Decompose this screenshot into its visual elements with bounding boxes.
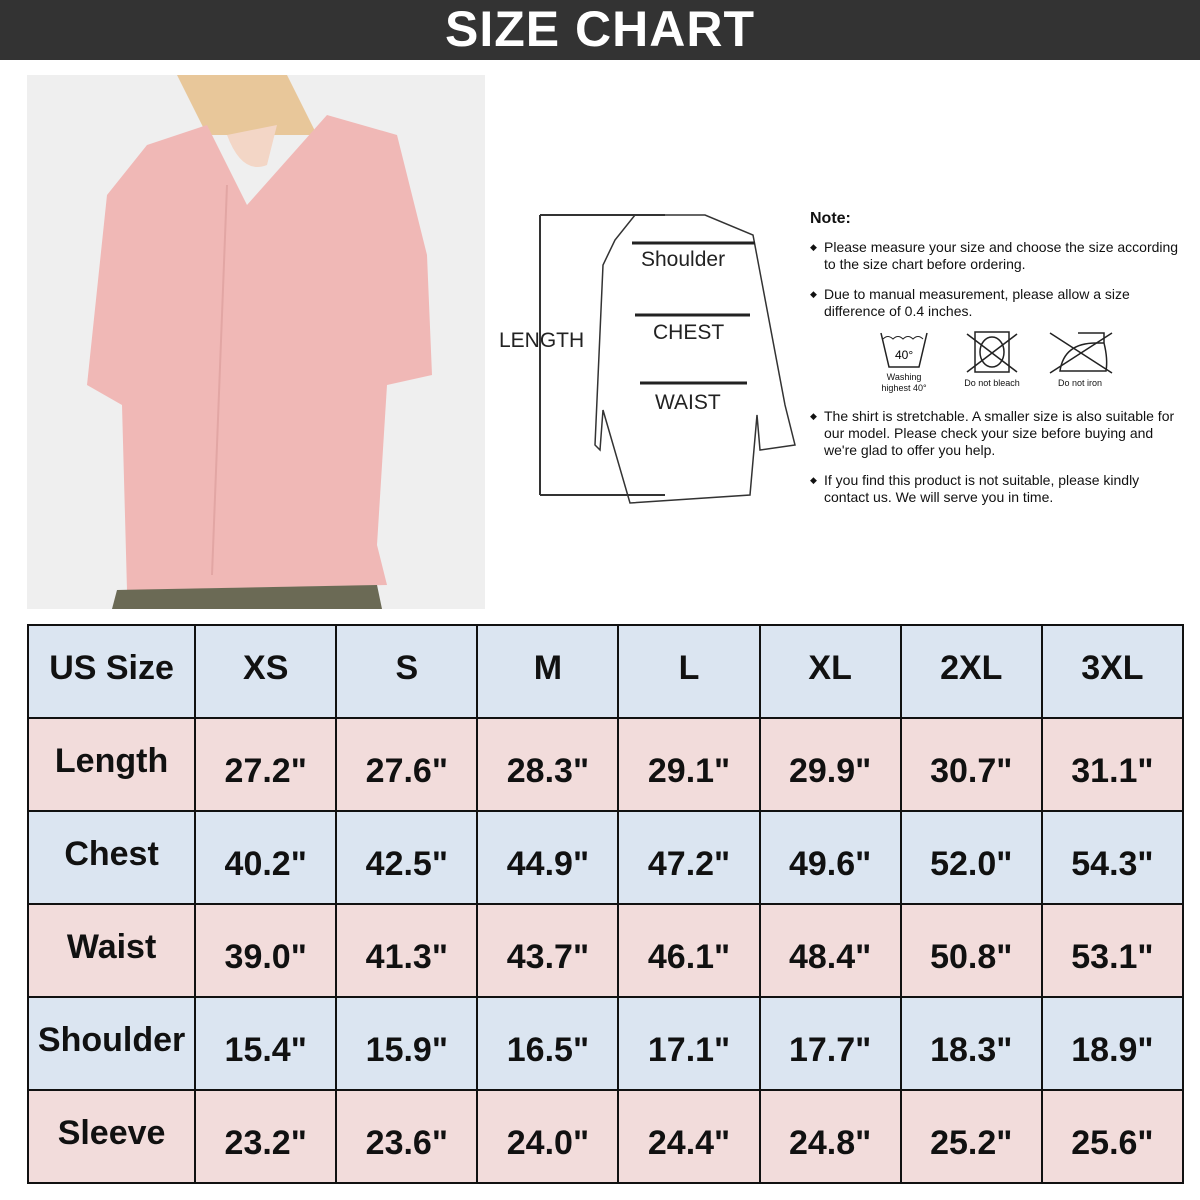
cell-value: 30.7" (899, 717, 1043, 812)
row-label: Shoulder (26, 996, 197, 1091)
cell-value: 16.5" (476, 996, 620, 1091)
cell-value: 39.0" (194, 903, 338, 998)
cell-value: 50.8" (899, 903, 1043, 998)
no-bleach-icon (966, 331, 1018, 373)
table-row: Sleeve 23.2" 23.6" 24.0" 24.4" 24.8" 25.2" 25.6… (26, 1089, 1185, 1184)
chest-label: CHEST (653, 321, 724, 344)
header-cell: XS (194, 624, 338, 719)
cell-value: 24.8" (758, 1089, 902, 1184)
page-title: SIZE CHART (0, 0, 1200, 60)
cell-value: 43.7" (476, 903, 620, 998)
cell-value: 54.3" (1040, 810, 1185, 905)
header-cell: US Size (26, 624, 197, 719)
note-item: The shirt is stretchable. A smaller size… (810, 408, 1180, 459)
cell-value: 29.9" (758, 717, 902, 812)
size-table: US Size XS S M L XL 2XL 3XL Length 27.2" 2… (26, 624, 1185, 1184)
cell-value: 24.4" (617, 1089, 761, 1184)
care-bleach: Do not bleach (960, 329, 1024, 394)
care-label: Washing highest 40° (881, 372, 927, 393)
cell-value: 17.1" (617, 996, 761, 1091)
cell-value: 29.1" (617, 717, 761, 812)
row-label: Waist (26, 903, 197, 998)
note-item: Due to manual measurement, please allow … (810, 286, 1180, 320)
care-iron: Do not iron (1048, 329, 1113, 394)
cell-value: 44.9" (476, 810, 620, 905)
cell-value: 15.9" (335, 996, 479, 1091)
cell-value: 17.7" (758, 996, 902, 1091)
cell-value: 24.0" (476, 1089, 620, 1184)
header-cell: S (335, 624, 479, 719)
care-wash: 40° Washing highest 40° (872, 329, 936, 394)
cell-value: 40.2" (194, 810, 338, 905)
cell-value: 25.2" (899, 1089, 1043, 1184)
row-label: Chest (26, 810, 197, 905)
cell-value: 18.3" (899, 996, 1043, 1091)
cell-value: 15.4" (194, 996, 338, 1091)
note-item: Please measure your size and choose the … (810, 239, 1180, 273)
cell-value: 27.6" (335, 717, 479, 812)
cell-value: 49.6" (758, 810, 902, 905)
header-cell: 2XL (899, 624, 1043, 719)
shoulder-label: Shoulder (641, 248, 725, 271)
row-label: Length (26, 717, 197, 812)
cell-value: 18.9" (1040, 996, 1185, 1091)
care-icons: 40° Washing highest 40° Do not bleach Do… (872, 329, 1180, 394)
cell-value: 28.3" (476, 717, 620, 812)
table-header-row: US Size XS S M L XL 2XL 3XL (26, 624, 1185, 719)
model-photo (27, 75, 485, 609)
header-cell: L (617, 624, 761, 719)
cell-value: 23.6" (335, 1089, 479, 1184)
cell-value: 47.2" (617, 810, 761, 905)
care-label: Do not bleach (964, 378, 1020, 388)
header-cell: XL (758, 624, 902, 719)
table-row: Chest 40.2" 42.5" 44.9" 47.2" 49.6" 52.0" 54.3" (26, 810, 1185, 905)
note-item: If you find this product is not suitable… (810, 472, 1180, 506)
wash-40-icon: 40° (880, 332, 928, 368)
cell-value: 52.0" (899, 810, 1043, 905)
cell-value: 53.1" (1040, 903, 1185, 998)
table-row: Shoulder 15.4" 15.9" 16.5" 17.1" 17.7" 18.3" 18… (26, 996, 1185, 1091)
cell-value: 46.1" (617, 903, 761, 998)
row-label: Sleeve (26, 1089, 197, 1184)
shirt-measurement-diagram: LENGTH Shoulder CHEST WAIST (495, 205, 805, 515)
cell-value: 27.2" (194, 717, 338, 812)
notes-section: Note: Please measure your size and choos… (810, 210, 1180, 519)
cell-value: 23.2" (194, 1089, 338, 1184)
waist-label: WAIST (655, 391, 721, 414)
length-label: LENGTH (499, 329, 584, 352)
no-iron-icon (1049, 332, 1113, 374)
care-label: Do not iron (1057, 378, 1103, 388)
cell-value: 48.4" (758, 903, 902, 998)
cell-value: 25.6" (1040, 1089, 1185, 1184)
notes-title: Note: (810, 210, 851, 227)
svg-text:40°: 40° (895, 348, 913, 362)
cell-value: 42.5" (335, 810, 479, 905)
header-cell: 3XL (1040, 624, 1185, 719)
table-row: Waist 39.0" 41.3" 43.7" 46.1" 48.4" 50.8" 53.1" (26, 903, 1185, 998)
cell-value: 31.1" (1040, 717, 1185, 812)
cell-value: 41.3" (335, 903, 479, 998)
header-cell: M (476, 624, 620, 719)
table-row: Length 27.2" 27.6" 28.3" 29.1" 29.9" 30.7" 31.1… (26, 717, 1185, 812)
